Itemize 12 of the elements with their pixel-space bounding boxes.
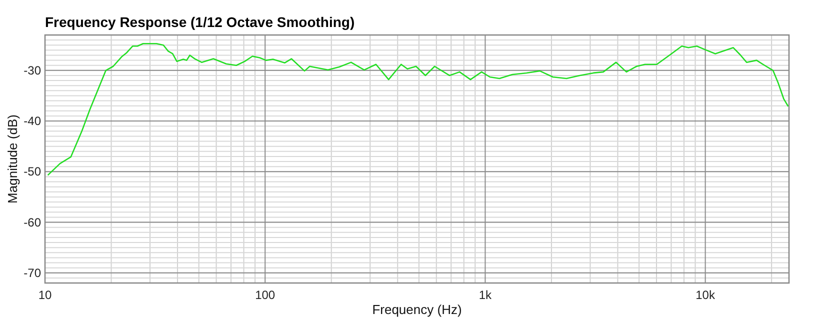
x-axis-title: Frequency (Hz) [372, 302, 462, 317]
y-tick-label: -70 [24, 266, 42, 280]
x-tick-label: 100 [255, 288, 276, 302]
y-axis-title: Magnitude (dB) [5, 114, 20, 204]
y-tick-label: -40 [24, 114, 42, 128]
x-tick-label: 10k [696, 288, 716, 302]
chart-title: Frequency Response (1/12 Octave Smoothing) [45, 14, 355, 30]
y-tick-label: -60 [24, 215, 42, 230]
x-tick-label: 10 [38, 288, 52, 302]
y-tick-label: -30 [24, 63, 42, 78]
x-tick-label: 1k [478, 288, 493, 302]
y-tick-label: -50 [24, 164, 42, 179]
